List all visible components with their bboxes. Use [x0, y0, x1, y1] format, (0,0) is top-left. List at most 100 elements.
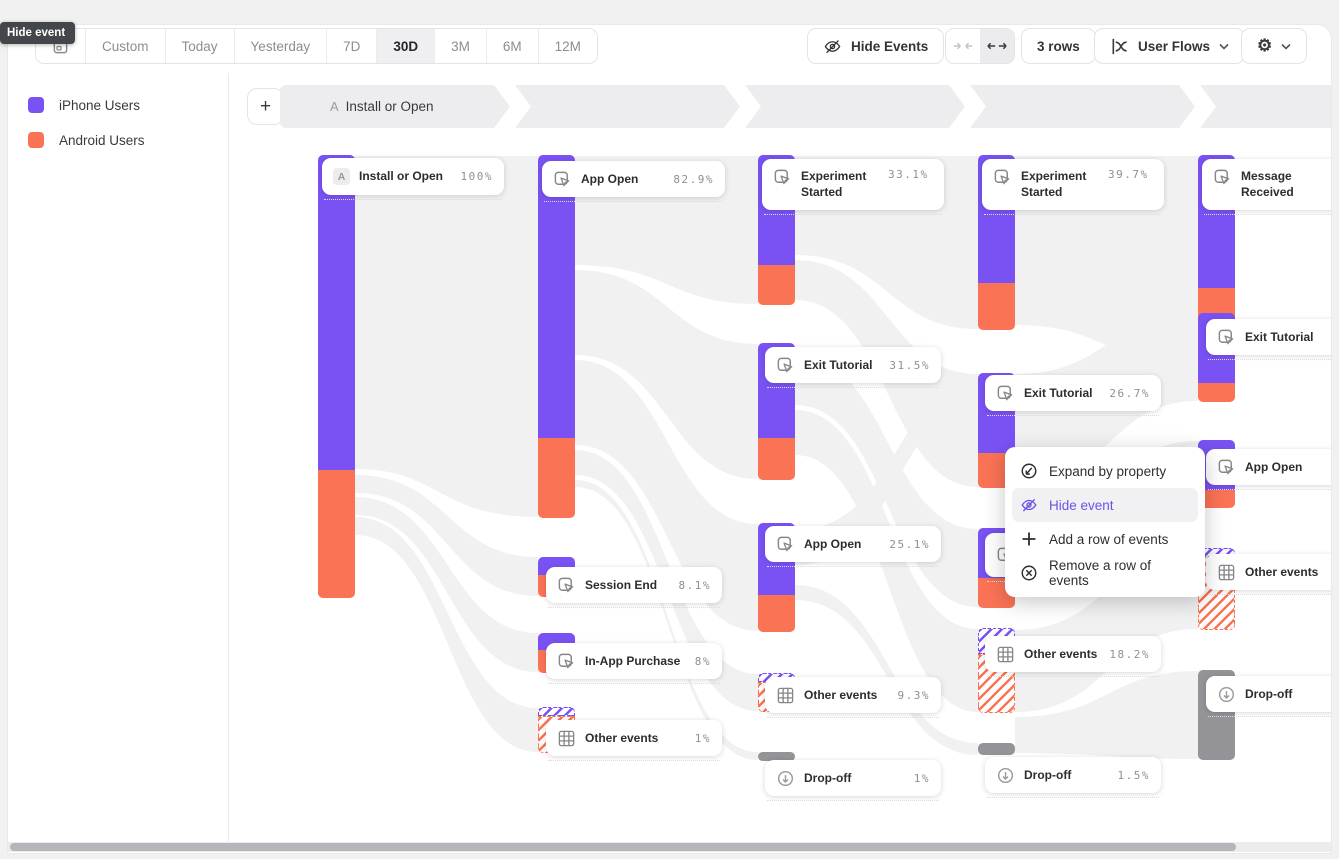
node-percent: 31.5% [889, 358, 930, 372]
step-segment-2[interactable] [515, 85, 740, 128]
flow-node-exit-tutorial[interactable]: Exit Tutorial 26.7% [985, 375, 1161, 416]
node-percent: 25.1% [889, 537, 930, 551]
range-6m[interactable]: 6M [485, 29, 538, 63]
hide-events-button[interactable]: Hide Events [807, 28, 945, 64]
menu-item-hide-event[interactable]: Hide event [1012, 488, 1198, 522]
horizontal-scrollbar-thumb[interactable] [10, 843, 1236, 851]
flow-node-app-open[interactable]: App Open [1206, 449, 1331, 490]
flow-node-app-open[interactable]: App Open 25.1% [765, 526, 941, 567]
step-segment-1[interactable]: A Install or Open [280, 85, 510, 128]
flow-bar-dropoff[interactable] [758, 752, 795, 761]
node-label: Session End [585, 577, 658, 592]
node-label: Exit Tutorial [804, 357, 873, 372]
node-label: Drop-off [804, 770, 852, 785]
event-icon [993, 168, 1012, 187]
legend-swatch-iphone [28, 97, 44, 113]
range-7d[interactable]: 7D [326, 29, 377, 63]
menu-item-label: Hide event [1049, 497, 1114, 513]
flow-node-in-app-purchase[interactable]: In-App Purchase 8% [546, 643, 722, 684]
flow-bar-android[interactable] [1198, 383, 1235, 402]
flow-bar-iphone[interactable] [318, 155, 355, 470]
flow-node-install-or-open[interactable]: A Install or Open 100% [322, 158, 504, 200]
flow-node-experiment-started[interactable]: Experiment Started 39.7% [982, 159, 1164, 215]
remove-circle-icon [1020, 564, 1038, 582]
event-icon [996, 384, 1015, 403]
flow-bar-android[interactable] [538, 438, 575, 518]
node-label: App Open [804, 536, 862, 551]
menu-item-label: Expand by property [1049, 463, 1167, 479]
flow-bar-android[interactable] [758, 438, 795, 480]
chevron-down-icon [1219, 43, 1229, 50]
range-3m[interactable]: 3M [434, 29, 486, 63]
flow-node-exit-tutorial[interactable]: Exit Tutorial [1206, 319, 1331, 360]
flow-bar-android[interactable] [758, 265, 795, 305]
drop-off-icon [1217, 685, 1236, 704]
add-step-button[interactable]: + [247, 88, 284, 125]
expand-columns-button[interactable] [980, 29, 1014, 63]
expand-by-property-icon [1020, 462, 1038, 480]
flow-bar-android[interactable] [1198, 490, 1235, 508]
flow-node-drop-off[interactable]: Drop-off [1206, 676, 1331, 717]
flow-node-other-events[interactable]: Other events [1206, 554, 1331, 595]
flow-node-session-end[interactable]: Session End 8.1% [546, 567, 722, 608]
flow-node-other-events[interactable]: Other events 18.2% [985, 636, 1161, 677]
range-custom[interactable]: Custom [85, 29, 165, 63]
flow-node-drop-off[interactable]: Drop-off 1% [765, 760, 941, 801]
flow-bar-iphone[interactable] [538, 155, 575, 438]
node-percent: 9.3% [897, 688, 930, 702]
node-percent: 1% [913, 771, 930, 785]
flow-node-exit-tutorial[interactable]: Exit Tutorial 31.5% [765, 347, 941, 388]
node-context-menu: Expand by property Hide event Add a row … [1005, 447, 1205, 597]
event-icon [773, 168, 792, 187]
flow-bar-android[interactable] [758, 595, 795, 632]
grid-icon [557, 729, 576, 748]
flow-node-message-received[interactable]: Message Received [1202, 159, 1331, 215]
flow-bar-other-iphone[interactable] [538, 707, 575, 716]
menu-item-add-row-of-events[interactable]: Add a row of events [1012, 522, 1198, 556]
node-label: Other events [1245, 564, 1319, 579]
node-label: In-App Purchase [585, 653, 681, 668]
flow-bar-android[interactable] [318, 470, 355, 598]
range-30d[interactable]: 30D [376, 29, 435, 63]
legend-label: iPhone Users [59, 97, 141, 113]
range-12m[interactable]: 12M [537, 29, 597, 63]
node-percent: 8% [694, 654, 711, 668]
flow-node-drop-off[interactable]: Drop-off 1.5% [985, 757, 1161, 798]
rows-count-button[interactable]: 3 rows [1021, 28, 1096, 64]
cursor-tooltip: Hide event [0, 22, 76, 44]
node-label: Drop-off [1245, 686, 1293, 701]
range-today[interactable]: Today [164, 29, 234, 63]
step-a-badge: A [333, 168, 350, 185]
step-segment-4[interactable] [970, 85, 1195, 128]
node-percent: 82.9% [673, 172, 714, 186]
node-label: Message Received [1241, 169, 1294, 200]
flow-node-app-open[interactable]: App Open 82.9% [542, 161, 725, 202]
view-selector-button[interactable]: User Flows [1094, 28, 1246, 64]
step-segment-5[interactable] [1200, 85, 1331, 128]
flow-node-other-events[interactable]: Other events 1% [546, 720, 722, 761]
flow-node-experiment-started[interactable]: Experiment Started 33.1% [762, 159, 944, 215]
user-flows-icon [1110, 37, 1129, 56]
menu-item-remove-row-of-events[interactable]: Remove a row of events [1012, 556, 1198, 590]
menu-item-label: Add a row of events [1049, 531, 1169, 547]
range-yesterday[interactable]: Yesterday [233, 29, 327, 63]
flow-bar-android[interactable] [978, 283, 1015, 330]
flow-bar-dropoff[interactable] [978, 743, 1015, 755]
legend-item-iphone-users[interactable]: iPhone Users [28, 97, 140, 113]
eye-off-icon [823, 37, 842, 56]
menu-item-expand-by-property[interactable]: Expand by property [1012, 454, 1198, 488]
gear-icon: ⚙ [1257, 36, 1273, 55]
grid-icon [996, 645, 1015, 664]
settings-button[interactable]: ⚙ [1241, 28, 1308, 64]
view-selector-label: User Flows [1138, 38, 1211, 54]
node-percent: 18.2% [1109, 647, 1150, 661]
collapse-columns-button[interactable] [946, 29, 980, 63]
flow-node-other-events[interactable]: Other events 9.3% [765, 677, 941, 718]
node-percent: 39.7% [1108, 168, 1149, 181]
step-label: Install or Open [345, 99, 434, 114]
step-segment-3[interactable] [745, 85, 965, 128]
event-icon [1217, 458, 1236, 477]
step-badge: A [330, 99, 339, 114]
legend-item-android-users[interactable]: Android Users [28, 132, 145, 148]
drop-off-icon [776, 769, 795, 788]
